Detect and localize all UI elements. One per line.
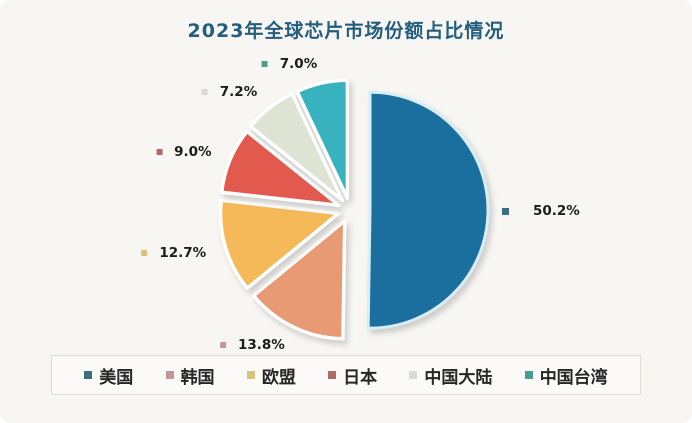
slice-label-2: 12.7%	[141, 245, 206, 261]
pie-slice-5[interactable]	[295, 78, 350, 201]
legend-label-2: 欧盟	[261, 367, 296, 388]
slice-label-1: 13.8%	[219, 337, 285, 354]
legend-item-5[interactable]: 中国台湾	[524, 363, 608, 388]
legend-swatch-1	[165, 371, 174, 379]
slice-label-marker-2	[141, 249, 148, 256]
chart-title: 2023年全球芯片市场份额占比情况	[187, 20, 505, 42]
legend-swatch-2	[246, 371, 255, 379]
slice-label-text-0: 50.2%	[532, 203, 580, 220]
slice-label-marker-3	[156, 149, 163, 156]
legend: 美国 韩国 欧盟 日本 中国大陆 中国台湾	[51, 355, 641, 395]
slice-label-marker-4	[201, 89, 208, 96]
pie-slice-0[interactable]	[366, 90, 490, 330]
slice-label-4: 7.2%	[201, 84, 258, 101]
legend-item-1[interactable]: 韩国	[165, 363, 215, 388]
slice-label-marker-0	[501, 207, 509, 215]
pie-slice-3[interactable]	[219, 129, 341, 208]
legend-swatch-0	[84, 371, 93, 379]
legend-swatch-4	[409, 371, 418, 379]
legend-label-4: 中国大陆	[424, 367, 493, 388]
legend-label-0: 美国	[99, 367, 134, 388]
legend-label-3: 日本	[343, 367, 378, 388]
legend-label-5: 中国台湾	[539, 367, 608, 388]
pie-slice-1[interactable]	[251, 219, 347, 341]
legend-item-2[interactable]: 欧盟	[246, 363, 296, 388]
slice-label-text-1: 13.8%	[237, 337, 285, 354]
slice-label-marker-1	[219, 342, 226, 349]
slice-label-3: 9.0%	[156, 144, 212, 161]
legend-label-1: 韩国	[180, 367, 215, 388]
slice-label-text-2: 12.7%	[159, 244, 207, 261]
legend-swatch-3	[328, 371, 337, 379]
pie-slice-4[interactable]	[248, 92, 345, 203]
slice-label-text-3: 9.0%	[174, 144, 212, 161]
legend-item-0[interactable]: 美国	[84, 363, 133, 388]
legend-item-3[interactable]: 日本	[328, 363, 377, 388]
slice-label-text-4: 7.2%	[219, 84, 258, 101]
slice-label-0: 50.2%	[501, 203, 580, 220]
legend-item-4[interactable]: 中国大陆	[409, 363, 492, 388]
pie-slice-2[interactable]	[218, 198, 341, 291]
slice-label-5: 7.0%	[261, 55, 318, 72]
legend-swatch-5	[524, 371, 533, 379]
slice-label-text-5: 7.0%	[279, 55, 318, 72]
slice-label-marker-5	[261, 60, 268, 67]
